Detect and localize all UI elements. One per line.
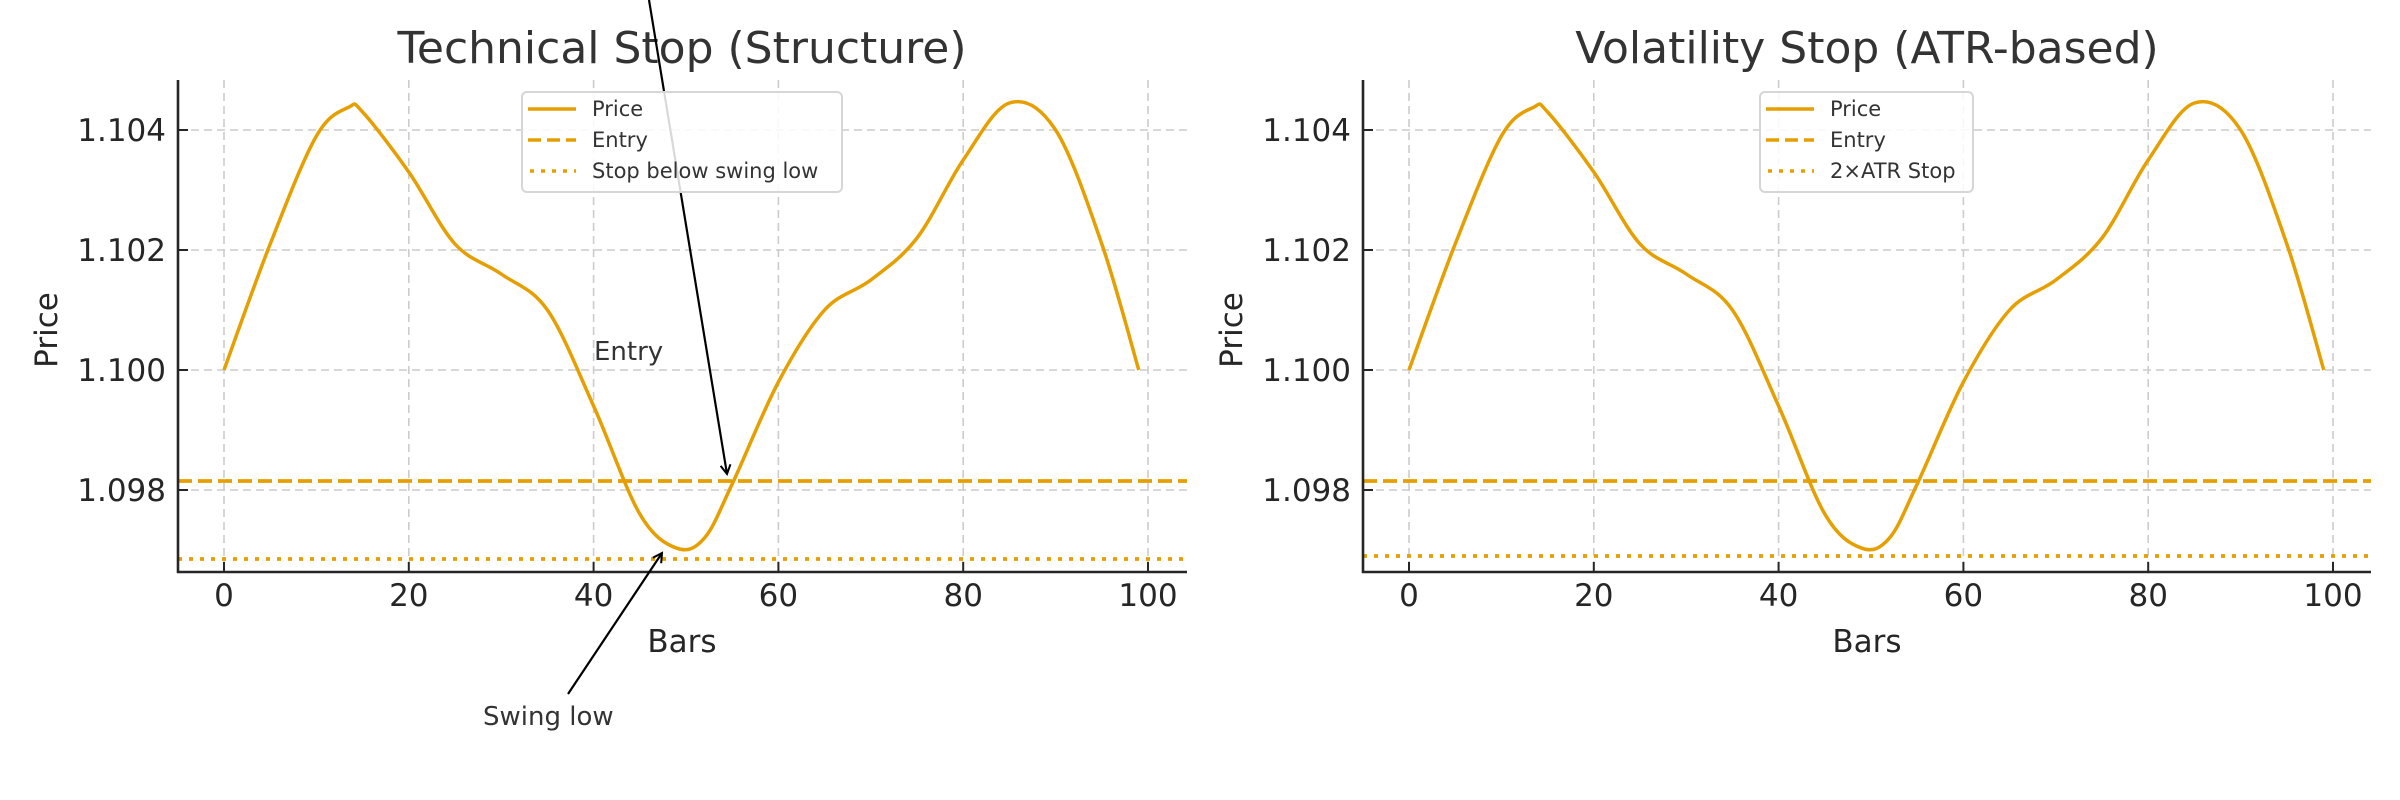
legend-right: Price Entry 2×ATR Stop (1759, 91, 1974, 193)
x-tick-label: 80 (2128, 578, 2167, 614)
y-tick-label: 1.098 (1262, 473, 1351, 509)
axes-left: 0 20 40 60 80 100 1.098 1.100 1.102 1.104 (77, 80, 1187, 614)
x-tick-label: 60 (1944, 578, 1983, 614)
annotation-swing-low-text: Swing low (483, 702, 614, 732)
annotation-entry-text: Entry (594, 337, 663, 367)
x-tick-label: 0 (214, 578, 234, 614)
legend-label-entry: Entry (1830, 128, 1886, 152)
legend-label-price: Price (1830, 97, 1881, 121)
chart-title: Technical Stop (Structure) (396, 23, 966, 74)
x-tick-label: 100 (2303, 578, 2362, 614)
axes-right: 0 20 40 60 80 100 1.098 1.100 1.102 1.104 (1262, 80, 2371, 614)
y-tick-label: 1.102 (1262, 233, 1351, 269)
legend-label-price: Price (592, 97, 643, 121)
y-tick-label: 1.104 (1262, 113, 1351, 149)
y-axis-label: Price (1214, 292, 1250, 368)
x-tick-label: 40 (574, 578, 613, 614)
y-tick-label: 1.100 (1262, 353, 1351, 389)
swing-low-arrow-icon (567, 553, 662, 695)
x-tick-label: 40 (1759, 578, 1798, 614)
x-tick-label: 60 (759, 578, 798, 614)
y-tick-label: 1.098 (77, 473, 166, 509)
x-tick-label: 20 (1574, 578, 1613, 614)
legend-left: Price Entry Stop below swing low (521, 91, 843, 193)
x-tick-label: 80 (943, 578, 982, 614)
y-tick-label: 1.102 (77, 233, 166, 269)
x-tick-label: 20 (389, 578, 428, 614)
x-axis-label: Bars (647, 624, 716, 660)
chart-title: Volatility Stop (ATR-based) (1575, 23, 2158, 74)
legend-label-stop: Stop below swing low (592, 159, 818, 183)
y-axis-label: Price (29, 292, 65, 368)
x-tick-label: 0 (1399, 578, 1419, 614)
series-left (178, 100, 1187, 561)
y-tick-label: 1.104 (77, 113, 166, 149)
volatility-stop-chart: Volatility Stop (ATR-based) 0 20 40 60 80 100… (1214, 23, 2371, 660)
legend-label-stop: 2×ATR Stop (1830, 159, 1956, 183)
x-tick-label: 100 (1118, 578, 1177, 614)
annotation-entry: Entry (594, 0, 727, 474)
x-axis-label: Bars (1832, 624, 1901, 660)
series-right (1363, 100, 2371, 558)
entry-arrow-icon (647, 0, 727, 474)
price-line (1407, 100, 2326, 552)
y-tick-label: 1.100 (77, 353, 166, 389)
price-line (222, 100, 1141, 552)
annotation-swing-low: Swing low (483, 553, 662, 732)
technical-stop-chart: Technical Stop (Structure) 0 20 40 60 80 100 1… (29, 0, 1187, 732)
legend-label-entry: Entry (592, 128, 648, 152)
